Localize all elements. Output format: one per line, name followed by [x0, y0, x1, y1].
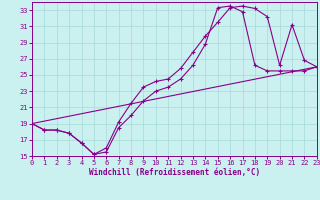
X-axis label: Windchill (Refroidissement éolien,°C): Windchill (Refroidissement éolien,°C)	[89, 168, 260, 177]
